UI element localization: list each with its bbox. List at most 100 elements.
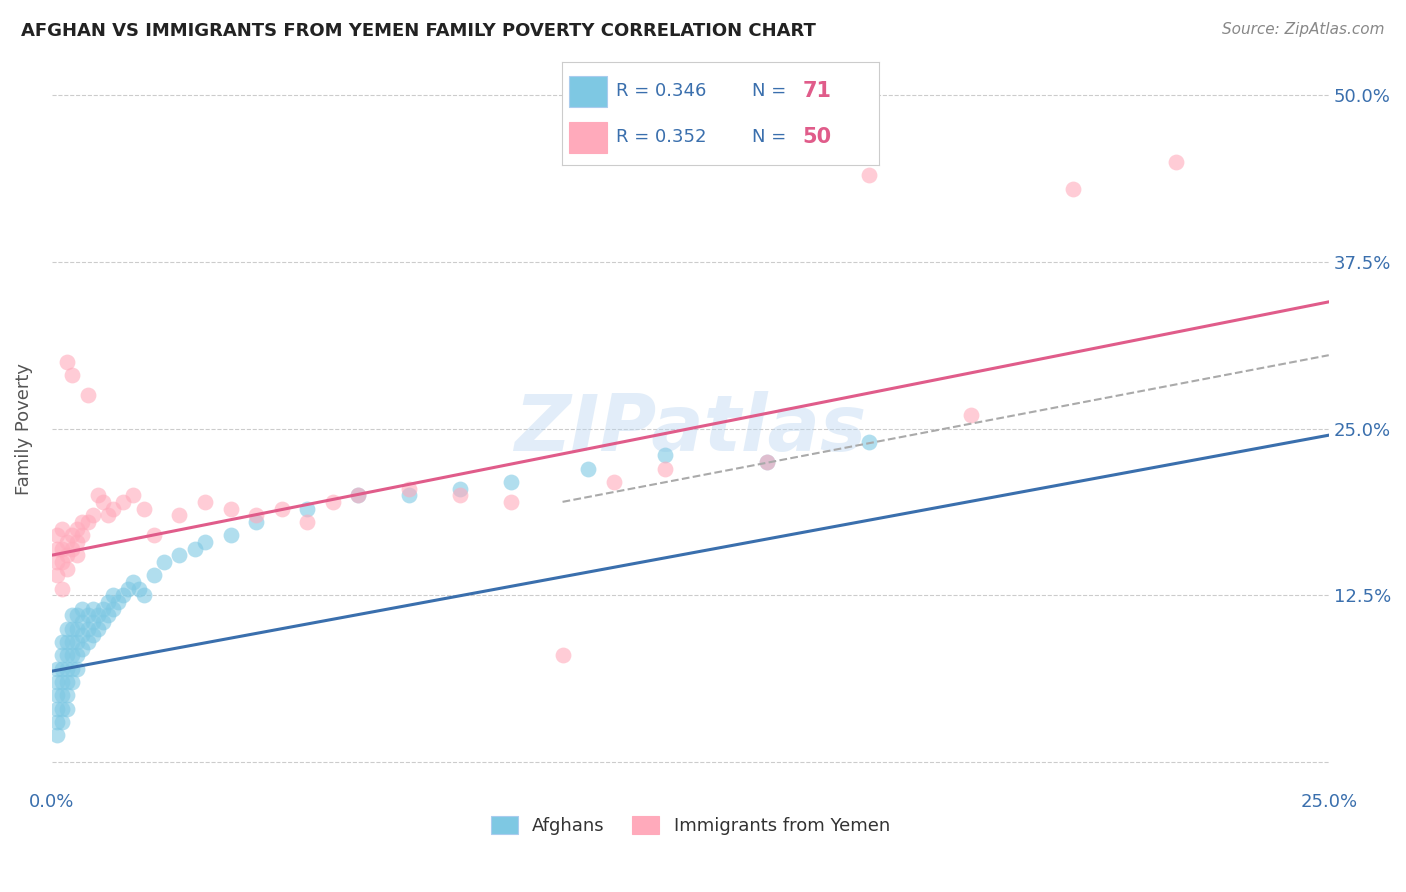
Point <box>45 688 67 702</box>
Point <box>60 661 83 675</box>
Point <box>56 534 79 549</box>
Point <box>153 555 176 569</box>
Point <box>91 495 114 509</box>
Point <box>295 515 318 529</box>
Point <box>501 475 523 489</box>
Point <box>66 661 89 675</box>
Point <box>87 608 110 623</box>
Point <box>184 541 207 556</box>
Point <box>45 728 67 742</box>
Point <box>66 622 89 636</box>
Point <box>60 368 83 383</box>
Point <box>66 522 89 536</box>
Point <box>169 508 191 523</box>
Point <box>960 408 983 422</box>
Point <box>112 495 135 509</box>
FancyBboxPatch shape <box>568 122 607 153</box>
Point <box>132 588 155 602</box>
Point <box>1062 181 1084 195</box>
Point <box>72 628 94 642</box>
Point <box>56 674 79 689</box>
FancyBboxPatch shape <box>568 76 607 106</box>
Point <box>82 615 104 629</box>
Point <box>347 488 370 502</box>
Point <box>398 488 420 502</box>
Point <box>117 582 139 596</box>
Point <box>66 534 89 549</box>
Point <box>72 601 94 615</box>
Point <box>219 528 242 542</box>
Point <box>51 701 73 715</box>
Point <box>858 434 880 449</box>
Point <box>45 701 67 715</box>
Point <box>45 674 67 689</box>
Point <box>66 608 89 623</box>
Point <box>101 588 124 602</box>
Point <box>132 501 155 516</box>
Point <box>122 488 145 502</box>
Y-axis label: Family Poverty: Family Poverty <box>15 362 32 494</box>
Point <box>72 615 94 629</box>
Point <box>72 515 94 529</box>
Point <box>45 528 67 542</box>
Point <box>45 555 67 569</box>
Point <box>602 475 624 489</box>
Text: 71: 71 <box>803 81 832 101</box>
Point <box>51 522 73 536</box>
Text: N =: N = <box>752 82 792 100</box>
Point <box>449 488 471 502</box>
Text: AFGHAN VS IMMIGRANTS FROM YEMEN FAMILY POVERTY CORRELATION CHART: AFGHAN VS IMMIGRANTS FROM YEMEN FAMILY P… <box>21 22 815 40</box>
Point <box>82 508 104 523</box>
Point <box>51 714 73 729</box>
Point <box>194 534 217 549</box>
Point <box>87 488 110 502</box>
Text: 50: 50 <box>803 128 832 147</box>
Point <box>51 541 73 556</box>
Point <box>51 582 73 596</box>
Point <box>56 648 79 663</box>
Point <box>194 495 217 509</box>
Point <box>858 168 880 182</box>
Point <box>60 541 83 556</box>
Point <box>97 595 120 609</box>
Point <box>76 608 98 623</box>
Text: Source: ZipAtlas.com: Source: ZipAtlas.com <box>1222 22 1385 37</box>
Point <box>56 688 79 702</box>
Point <box>56 622 79 636</box>
Point <box>51 661 73 675</box>
Legend: Afghans, Immigrants from Yemen: Afghans, Immigrants from Yemen <box>482 807 898 845</box>
Point <box>576 461 599 475</box>
Point <box>56 548 79 562</box>
Point <box>51 635 73 649</box>
Point <box>97 608 120 623</box>
Point <box>219 501 242 516</box>
Point <box>82 628 104 642</box>
Point <box>128 582 150 596</box>
Point <box>72 528 94 542</box>
Point <box>107 595 129 609</box>
Point <box>87 622 110 636</box>
Point <box>66 548 89 562</box>
Point <box>91 615 114 629</box>
Point <box>654 448 676 462</box>
Point <box>142 568 165 582</box>
Point <box>56 561 79 575</box>
Point <box>60 622 83 636</box>
Point <box>112 588 135 602</box>
Point <box>245 508 267 523</box>
Text: R = 0.346: R = 0.346 <box>616 82 707 100</box>
Point <box>97 508 120 523</box>
Point <box>245 515 267 529</box>
Point <box>60 674 83 689</box>
Point <box>60 528 83 542</box>
Text: R = 0.352: R = 0.352 <box>616 128 707 146</box>
Point <box>122 574 145 589</box>
Point <box>322 495 344 509</box>
Text: N =: N = <box>752 128 792 146</box>
Point <box>72 641 94 656</box>
Point <box>45 568 67 582</box>
Point <box>654 461 676 475</box>
Point <box>51 555 73 569</box>
Point <box>142 528 165 542</box>
Point <box>755 455 778 469</box>
